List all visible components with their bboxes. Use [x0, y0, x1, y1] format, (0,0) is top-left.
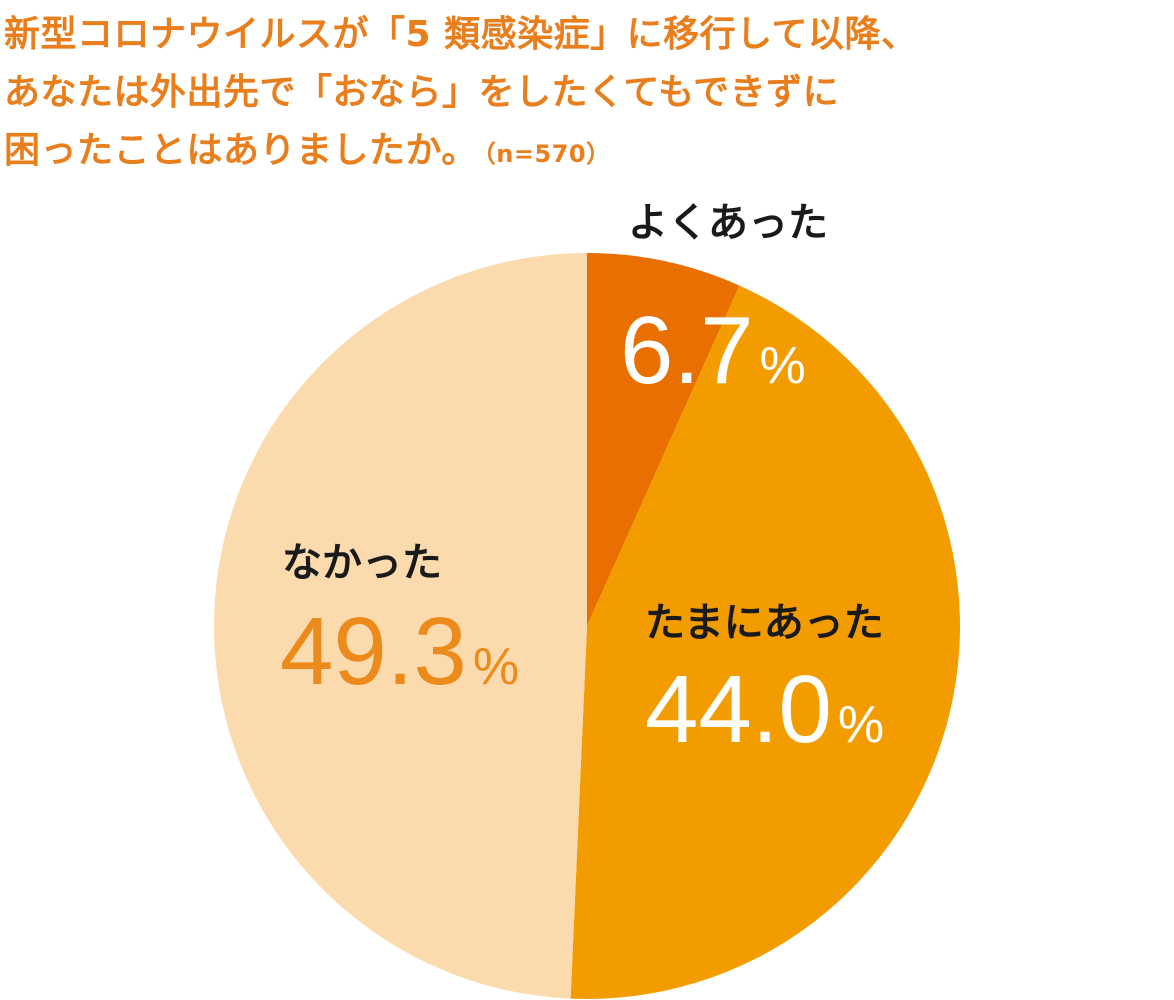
- title-line-2: あなたは外出先で「おなら」をしたくてもできずに: [4, 72, 840, 113]
- title-line-1: 新型コロナウイルスが「5 類感染症」に移行して以降、: [4, 14, 918, 55]
- slice-label-never: なかった: [282, 540, 442, 586]
- chart-title: 新型コロナウイルスが「5 類感染症」に移行して以降、 あなたは外出先で「おなら」…: [4, 6, 918, 183]
- pie-slices: [213, 253, 960, 1000]
- sample-size: （n=570）: [483, 140, 611, 168]
- pie-slice-never: [213, 253, 587, 999]
- slice-value-often-number: 6.7: [620, 297, 753, 404]
- slice-value-sometimes-number: 44.0: [645, 656, 832, 763]
- slice-value-never-unit: %: [473, 638, 519, 696]
- slice-value-often: 6.7%: [620, 297, 806, 404]
- slice-value-never: 49.3%: [280, 598, 519, 705]
- title-line-3-text: 困ったことはありましたか。: [4, 130, 478, 171]
- slice-value-never-number: 49.3: [280, 598, 467, 705]
- slice-label-often: よくあった: [628, 200, 828, 246]
- title-line-3: 困ったことはありましたか。 （n=570）: [4, 122, 918, 183]
- slice-label-sometimes: たまにあった: [645, 600, 884, 646]
- pie-slice-sometimes: [570, 285, 960, 1000]
- slice-value-often-unit: %: [759, 337, 805, 395]
- slice-value-sometimes-unit: %: [838, 696, 884, 754]
- pie-slice-often: [587, 253, 740, 626]
- slice-value-sometimes: 44.0%: [645, 656, 884, 763]
